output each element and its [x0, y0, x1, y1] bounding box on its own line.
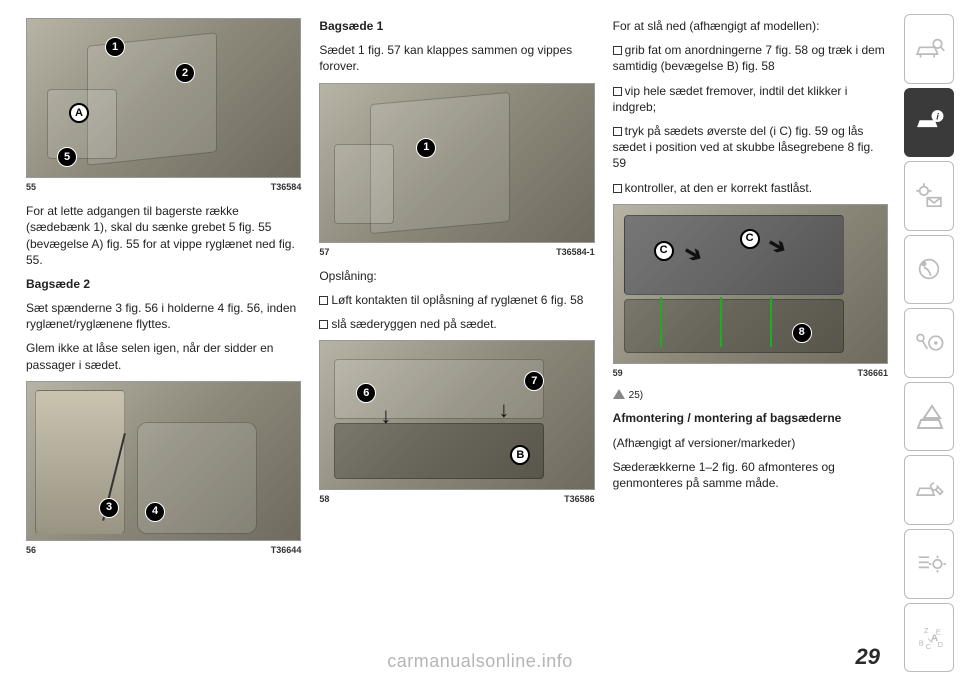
- bullet-text: slå sæderyggen ned på sædet.: [331, 317, 496, 331]
- fig-code: T36586: [564, 493, 595, 505]
- column-3: For at slå ned (afhængigt af modellen): …: [613, 18, 888, 668]
- figure-56: 3 4: [26, 381, 301, 541]
- paragraph: Opslåning:: [319, 268, 594, 284]
- callout-3: 3: [99, 498, 119, 518]
- bullet-text: tryk på sædets øverste del (i C) fig. 59…: [613, 124, 874, 170]
- paragraph: grib fat om anordningerne 7 fig. 58 og t…: [613, 42, 888, 74]
- callout-c: C: [654, 241, 674, 261]
- fig-code: T36584-1: [556, 246, 595, 258]
- square-bullet-icon: [613, 127, 622, 136]
- content-columns: 1 2 A 5 55 T36584 For at lette adgangen …: [0, 0, 898, 678]
- callout-1: 1: [416, 138, 436, 158]
- svg-text:i: i: [936, 112, 939, 122]
- figure-58-caption: 58 T36586: [319, 493, 594, 505]
- paragraph: Glem ikke at låse selen igen, når der si…: [26, 340, 301, 372]
- car-search-icon: [912, 32, 946, 66]
- paragraph: kontroller, at den er korrekt fastlåst.: [613, 180, 888, 196]
- tab-tech-specs[interactable]: [904, 529, 954, 599]
- paragraph: (Afhængigt af versioner/markeder): [613, 435, 888, 451]
- figure-55: 1 2 A 5: [26, 18, 301, 178]
- tab-safety[interactable]: [904, 235, 954, 305]
- figure-59-caption: 59 T36661: [613, 367, 888, 379]
- paragraph: slå sæderyggen ned på sædet.: [319, 316, 594, 332]
- bullet-text: Løft kontakten til oplåsning af ryglænet…: [331, 293, 583, 307]
- heading-bagsaede-1: Bagsæde 1: [319, 18, 594, 34]
- heading-afmontering: Afmontering / montering af bagsæderne: [613, 410, 888, 426]
- tab-index[interactable]: Z E B D C A: [904, 603, 954, 673]
- callout-a: A: [69, 103, 89, 123]
- page-number: 29: [856, 644, 880, 670]
- paragraph: For at lette adgangen til bagerste række…: [26, 203, 301, 268]
- svg-text:D: D: [938, 640, 944, 649]
- square-bullet-icon: [319, 296, 328, 305]
- page: 1 2 A 5 55 T36584 For at lette adgangen …: [0, 0, 960, 678]
- figure-58: 6 7 B ↓ ↓: [319, 340, 594, 490]
- paragraph: tryk på sædets øverste del (i C) fig. 59…: [613, 123, 888, 172]
- figure-56-caption: 56 T36644: [26, 544, 301, 556]
- square-bullet-icon: [613, 46, 622, 55]
- callout-4: 4: [145, 502, 165, 522]
- paragraph: Sædet 1 fig. 57 kan klappes sammen og vi…: [319, 42, 594, 74]
- warning-ref: 25): [613, 389, 888, 403]
- warning-icon: [613, 389, 625, 399]
- paragraph: Sæderækkerne 1–2 fig. 60 afmonteres og g…: [613, 459, 888, 491]
- callout-2: 2: [175, 63, 195, 83]
- callout-5: 5: [57, 147, 77, 167]
- figure-55-caption: 55 T36584: [26, 181, 301, 193]
- paragraph: vip hele sædet fremover, indtil det klik…: [613, 83, 888, 115]
- paragraph: Løft kontakten til oplåsning af ryglænet…: [319, 292, 594, 308]
- tab-knowing-your-car[interactable]: i: [904, 88, 954, 158]
- fig-num: 58: [319, 493, 329, 505]
- square-bullet-icon: [319, 320, 328, 329]
- fig-code: T36661: [857, 367, 888, 379]
- square-bullet-icon: [613, 184, 622, 193]
- figure-59: C C 8 ➔ ➔: [613, 204, 888, 364]
- tab-maintenance[interactable]: [904, 455, 954, 525]
- fig-num: 59: [613, 367, 623, 379]
- fig-code: T36584: [271, 181, 302, 193]
- airbag-icon: [912, 252, 946, 286]
- warning-text: 25): [629, 390, 643, 401]
- car-wrench-icon: [912, 473, 946, 507]
- callout-8: 8: [792, 323, 812, 343]
- light-mail-icon: [912, 179, 946, 213]
- fig-num: 55: [26, 181, 36, 193]
- paragraph: Sæt spænderne 3 fig. 56 i holderne 4 fig…: [26, 300, 301, 332]
- callout-c: C: [740, 229, 760, 249]
- fig-code: T36644: [271, 544, 302, 556]
- heading-bagsaede-2: Bagsæde 2: [26, 276, 301, 292]
- car-info-icon: i: [912, 105, 946, 139]
- tab-starting-driving[interactable]: [904, 308, 954, 378]
- section-tabs-sidebar: i Z E B D C A: [898, 0, 960, 678]
- bullet-text: grib fat om anordningerne 7 fig. 58 og t…: [613, 43, 885, 73]
- figure-57: 1: [319, 83, 594, 243]
- fig-num: 57: [319, 246, 329, 258]
- column-2: Bagsæde 1 Sædet 1 fig. 57 kan klappes sa…: [319, 18, 594, 668]
- bullet-text: kontroller, at den er korrekt fastlåst.: [625, 181, 812, 195]
- tab-emergency[interactable]: [904, 382, 954, 452]
- bullet-text: vip hele sædet fremover, indtil det klik…: [613, 84, 848, 114]
- svg-text:Z: Z: [924, 626, 929, 635]
- fig-num: 56: [26, 544, 36, 556]
- list-gear-icon: [912, 547, 946, 581]
- tab-lights-messages[interactable]: [904, 161, 954, 231]
- tab-vehicle-overview[interactable]: [904, 14, 954, 84]
- paragraph: For at slå ned (afhængigt af modellen):: [613, 18, 888, 34]
- svg-text:B: B: [919, 639, 924, 648]
- figure-57-caption: 57 T36584-1: [319, 246, 594, 258]
- car-warning-icon: [912, 400, 946, 434]
- square-bullet-icon: [613, 87, 622, 96]
- alpha-index-icon: Z E B D C A: [912, 620, 946, 654]
- key-wheel-icon: [912, 326, 946, 360]
- callout-1: 1: [105, 37, 125, 57]
- column-1: 1 2 A 5 55 T36584 For at lette adgangen …: [26, 18, 301, 668]
